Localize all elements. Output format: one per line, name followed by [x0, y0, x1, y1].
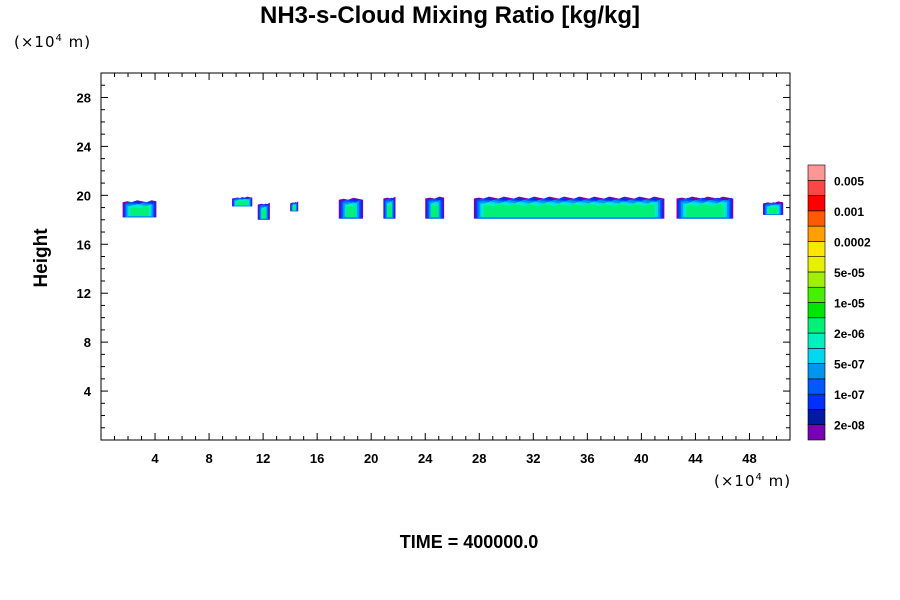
cloud-contour [346, 204, 356, 217]
colorbar-swatch [807, 256, 826, 273]
colorbar-label: 0.0002 [834, 235, 871, 249]
colorbar-label: 1e-05 [834, 297, 865, 311]
colorbar-swatch [807, 286, 826, 303]
x-tick-label: 32 [526, 451, 540, 466]
cloud-blob [676, 196, 734, 219]
y-tick-label: 24 [77, 139, 92, 154]
colorbar-swatch [807, 409, 826, 426]
chart-title: NH3-s-Cloud Mixing Ratio [kg/kg] [260, 2, 640, 29]
x-tick-label: 20 [364, 451, 378, 466]
colorbar-swatch [807, 225, 826, 242]
colorbar-swatch [807, 164, 826, 181]
colorbar-swatch [807, 302, 826, 319]
x-tick-label: 36 [580, 451, 594, 466]
x-tick-label: 24 [418, 451, 433, 466]
time-label: TIME = 400000.0 [399, 532, 539, 552]
y-tick-label: 8 [84, 335, 91, 350]
x-tick-label: 16 [310, 451, 324, 466]
cloud-blob [762, 201, 784, 215]
cloud-field-layer [122, 196, 784, 220]
colorbar-swatch [807, 363, 826, 380]
cloud-contour [261, 208, 267, 219]
colorbar-swatch [807, 348, 826, 364]
x-unit-exponent: 4 [755, 472, 763, 483]
colorbar-swatch [807, 393, 826, 410]
y-unit-suffix: m) [62, 33, 92, 51]
colorbar-swatch [807, 271, 826, 288]
colorbar: 2e-08 1e-07 5e-07 2e-06 1e-05 5e-05 0.0002 0.00… [807, 164, 871, 441]
x-tick-label: 48 [742, 451, 756, 466]
colorbar-label: 0.005 [834, 174, 864, 188]
x-tick-label: 44 [688, 451, 703, 466]
cloud-blob [257, 202, 270, 220]
cloud-contour [387, 204, 392, 217]
colorbar-swatch [807, 424, 826, 441]
cloud-blob [122, 200, 157, 218]
x-tick-label: 4 [151, 451, 159, 466]
cloud-blob [338, 197, 364, 219]
y-tick-label: 12 [77, 286, 91, 301]
cloud-blob [290, 201, 299, 212]
y-tick-label: 28 [77, 90, 91, 105]
colorbar-label: 5e-05 [834, 266, 865, 280]
cloud-contour [236, 199, 248, 206]
y-tick-label: 16 [77, 237, 91, 252]
x-tick-label: 40 [634, 451, 648, 466]
colorbar-label: 0.001 [834, 205, 864, 219]
colorbar-swatch [807, 378, 826, 395]
y-tick-label: 4 [84, 384, 92, 399]
cloud-contour [686, 204, 724, 217]
colorbar-swatch [807, 179, 826, 196]
y-unit-exponent: 4 [55, 33, 63, 44]
plot-frame [100, 72, 791, 441]
cloud-contour [430, 204, 439, 217]
colorbar-swatch [807, 210, 826, 227]
y-unit-prefix: (×10 [14, 33, 56, 51]
x-tick-label: 28 [472, 451, 486, 466]
x-axis-unit: (×104 m) [714, 472, 791, 490]
y-axis-unit: (×104 m) [14, 33, 91, 51]
cloud-blob [383, 196, 396, 219]
colorbar-swatch [807, 195, 826, 212]
colorbar-swatch [807, 241, 826, 257]
cloud-contour [768, 206, 778, 214]
cloud-blob [232, 196, 253, 207]
x-tick-label: 12 [256, 451, 270, 466]
colorbar-label: 2e-08 [834, 419, 865, 433]
cloud-contour [483, 204, 655, 217]
y-tick-label: 20 [77, 188, 91, 203]
colorbar-swatch [807, 332, 826, 349]
colorbar-label: 5e-07 [834, 358, 865, 372]
x-unit-suffix: m) [762, 472, 792, 490]
colorbar-label: 2e-06 [834, 327, 865, 341]
colorbar-label: 1e-07 [834, 388, 865, 402]
x-tick-label: 8 [205, 451, 212, 466]
colorbar-swatch [807, 317, 826, 334]
cloud-contour [292, 204, 296, 211]
cloud-blob [425, 196, 445, 219]
x-unit-prefix: (×10 [714, 472, 756, 490]
cloud-blob [473, 196, 665, 219]
cloud-contour [130, 206, 149, 216]
